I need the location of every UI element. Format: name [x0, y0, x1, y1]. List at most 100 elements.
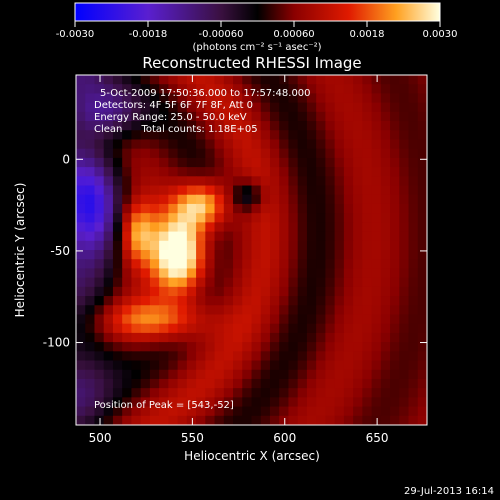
- heatmap-cell: [343, 240, 354, 251]
- heatmap-cell: [251, 194, 262, 205]
- heatmap-cell: [306, 185, 317, 196]
- heatmap-cell: [353, 406, 363, 417]
- heatmap-cell: [399, 102, 410, 113]
- heatmap-cell: [399, 130, 410, 141]
- heatmap-cell: [85, 342, 96, 352]
- heatmap-cell: [390, 277, 400, 288]
- heatmap-cell: [343, 111, 354, 122]
- heatmap-cell: [306, 378, 317, 389]
- heatmap-cell: [196, 378, 206, 389]
- heatmap-cell: [417, 213, 427, 223]
- heatmap-cell: [417, 286, 427, 297]
- heatmap-cell: [353, 415, 363, 425]
- heatmap-cell: [325, 406, 336, 417]
- heatmap-cell: [122, 93, 133, 104]
- heatmap-cell: [242, 314, 253, 325]
- colorbar-ticks: -0.0030 -0.0018 -0.00060 0.00060 0.0018 0.003…: [56, 21, 458, 40]
- heatmap-cell: [325, 397, 336, 408]
- heatmap-cell: [85, 102, 96, 113]
- heatmap-cell: [362, 323, 373, 334]
- heatmap-cell: [242, 351, 253, 362]
- heatmap-cell: [380, 111, 391, 122]
- heatmap-cell: [380, 167, 391, 177]
- heatmap-cell: [149, 360, 160, 371]
- heatmap-cell: [205, 332, 216, 343]
- heatmap-cell: [205, 296, 216, 306]
- heatmap-cell: [76, 388, 86, 398]
- heatmap-cell: [112, 84, 123, 95]
- heatmap-cell: [196, 323, 206, 334]
- heatmap-cell: [288, 167, 299, 177]
- heatmap-cell: [131, 314, 142, 325]
- heatmap-cell: [177, 203, 188, 214]
- heatmap-cell: [353, 75, 363, 85]
- heatmap-cell: [149, 277, 160, 288]
- heatmap-cell: [251, 277, 262, 288]
- heatmap-cell: [353, 231, 363, 242]
- heatmap-cell: [131, 259, 142, 270]
- heatmap-cell: [334, 378, 345, 389]
- heatmap-cell: [251, 102, 262, 113]
- heatmap-cell: [353, 296, 363, 306]
- heatmap-cell: [140, 250, 151, 260]
- heatmap-cell: [325, 148, 336, 159]
- heatmap-cell: [196, 157, 206, 168]
- heatmap-cell: [159, 102, 169, 113]
- heatmap-cell: [76, 415, 86, 425]
- heatmap-cell: [288, 277, 299, 288]
- heatmap-cell: [94, 121, 105, 131]
- heatmap-cell: [297, 167, 308, 177]
- heatmap-cell: [325, 360, 336, 371]
- heatmap-cell: [362, 296, 373, 306]
- heatmap-cell: [353, 250, 363, 260]
- heatmap-cell: [94, 268, 105, 279]
- heatmap-cell: [297, 323, 308, 334]
- heatmap-cell: [103, 323, 114, 334]
- heatmap-cell: [85, 130, 96, 141]
- heatmap-cell: [371, 167, 382, 177]
- heatmap-cell: [306, 102, 317, 113]
- heatmap-cell: [177, 342, 188, 352]
- heatmap-cell: [168, 406, 179, 417]
- heatmap-cell: [399, 75, 410, 85]
- heatmap-cell: [205, 323, 216, 334]
- heatmap-cell: [76, 194, 86, 205]
- heatmap-cell: [159, 342, 169, 352]
- heatmap-cell: [131, 121, 142, 131]
- heatmap-cell: [103, 268, 114, 279]
- heatmap-cell: [325, 203, 336, 214]
- heatmap-cell: [149, 222, 160, 233]
- heatmap-cell: [353, 93, 363, 104]
- heatmap-cell: [94, 75, 105, 85]
- heatmap-cell: [140, 323, 151, 334]
- heatmap-cell: [140, 102, 151, 113]
- heatmap-cell: [214, 93, 225, 104]
- heatmap-cell: [260, 415, 271, 425]
- heatmap-cell: [390, 203, 400, 214]
- heatmap-cell: [251, 240, 262, 251]
- heatmap-cell: [205, 222, 216, 233]
- heatmap-cell: [343, 130, 354, 141]
- heatmap-cell: [140, 305, 151, 316]
- heatmap-cell: [85, 213, 96, 223]
- heatmap-cell: [242, 332, 253, 343]
- heatmap-cell: [269, 351, 280, 362]
- heatmap-cell: [269, 121, 280, 131]
- heatmap-cell: [76, 222, 86, 233]
- x-tick-label: 650: [366, 431, 389, 445]
- heatmap-cell: [76, 259, 86, 270]
- heatmap-cell: [288, 342, 299, 352]
- heatmap-cell: [168, 388, 179, 398]
- heatmap-cell: [242, 250, 253, 260]
- heatmap-cell: [343, 397, 354, 408]
- heatmap-cell: [334, 231, 345, 242]
- heatmap-cell: [297, 259, 308, 270]
- heatmap-cell: [149, 111, 160, 122]
- heatmap-cell: [177, 332, 188, 343]
- heatmap-cell: [149, 213, 160, 223]
- colorbar-units: (photons cm⁻² s⁻¹ asec⁻²): [192, 42, 321, 53]
- heatmap-cell: [242, 323, 253, 334]
- heatmap-cell: [103, 406, 114, 417]
- heatmap-cell: [233, 222, 243, 233]
- heatmap-cell: [76, 268, 86, 279]
